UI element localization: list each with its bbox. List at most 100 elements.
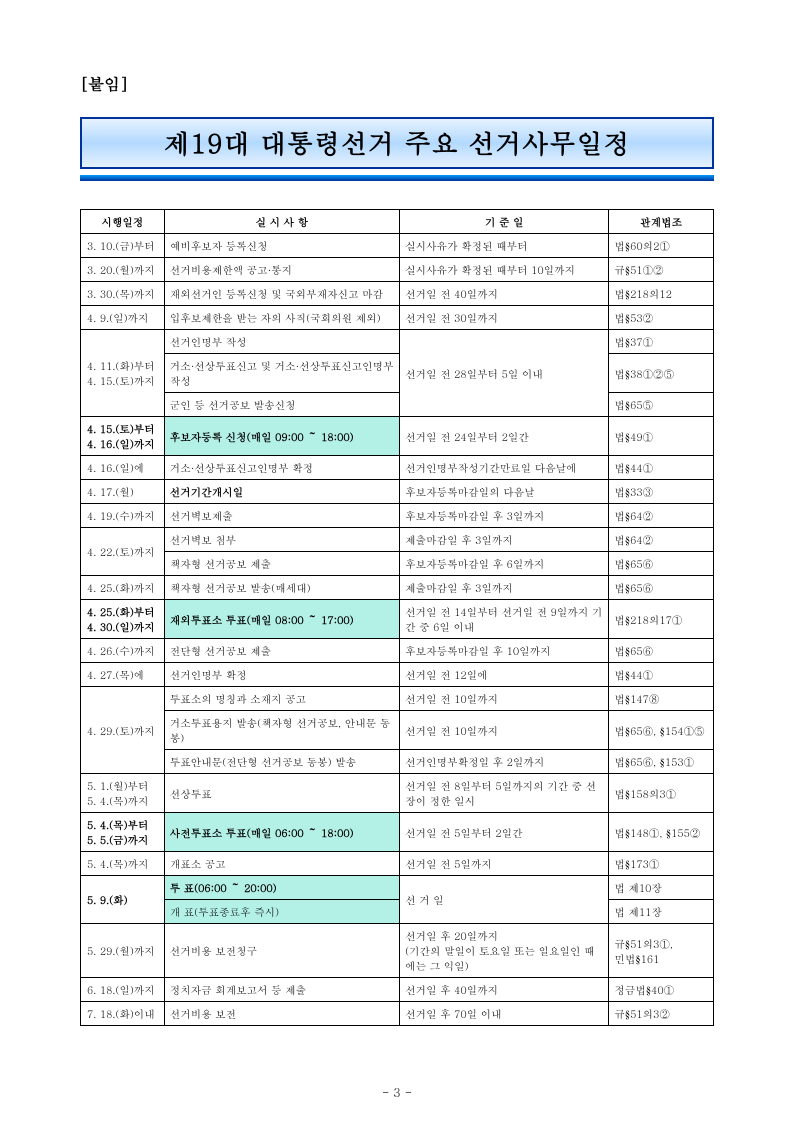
table-row: 개 표(투표종료후 즉시)법 제11장: [81, 900, 714, 924]
cell-action: 예비후보자 등록신청: [164, 234, 399, 258]
cell-base: 선거일 전 5일부터 2일간: [400, 813, 609, 852]
cell-law: 법§65⑥: [609, 552, 714, 576]
table-row: 4. 26.(수)까지전단형 선거공보 제출후보자등록마감일 후 10일까지법§…: [81, 639, 714, 663]
cell-law: 법§65⑥, §154①⑤: [609, 711, 714, 750]
cell-date: 4. 29.(토)까지: [81, 687, 165, 774]
cell-date: 4. 19.(수)까지: [81, 504, 165, 528]
cell-action: 선거비용 보전청구: [164, 924, 399, 978]
table-row: 3. 10.(금)부터예비후보자 등록신청실시사유가 확정된 때부터법§60의2…: [81, 234, 714, 258]
cell-action: 거소투표용지 발송(책자형 선거공보, 안내문 동봉): [164, 711, 399, 750]
cell-law: 법§147⑧: [609, 687, 714, 711]
cell-date: 4. 15.(토)부터4. 16.(일)까지: [81, 417, 165, 456]
table-row: 4. 25.(화)까지책자형 선거공보 발송(매세대)제출마감일 후 3일까지법…: [81, 576, 714, 600]
cell-base: 선거일 전 28일부터 5일 이내: [400, 330, 609, 417]
cell-base: 선거일 전 12일에: [400, 663, 609, 687]
cell-base: 선거일 전 40일까지: [400, 282, 609, 306]
cell-action: 정치자금 회계보고서 등 제출: [164, 978, 399, 1002]
cell-base: 선거일 전 30일까지: [400, 306, 609, 330]
cell-action: 투 표(06:00 ～ 20:00): [164, 876, 399, 900]
cell-date: 4. 25.(화)까지: [81, 576, 165, 600]
cell-base: 선거인명부작성기간만료일 다음날에: [400, 456, 609, 480]
table-row: 4. 9.(일)까지입후보제한을 받는 자의 사직(국회의원 제외)선거일 전 …: [81, 306, 714, 330]
cell-date: 5. 4.(목)까지: [81, 852, 165, 876]
cell-law: 규§51의3②: [609, 1002, 714, 1026]
table-row: 4. 16.(일)에거소·선상투표신고인명부 확정선거인명부작성기간만료일 다음…: [81, 456, 714, 480]
cell-date: 4. 16.(일)에: [81, 456, 165, 480]
cell-law: 법§33③: [609, 480, 714, 504]
cell-date: 4. 17.(월): [81, 480, 165, 504]
cell-action: 재외선거인 등록신청 및 국외부재자신고 마감: [164, 282, 399, 306]
cell-action: 재외투표소 투표(매일 08:00 ～ 17:00): [164, 600, 399, 639]
cell-date: 4. 9.(일)까지: [81, 306, 165, 330]
th-date: 시행일정: [81, 210, 165, 234]
cell-action: 후보자등록 신청(매일 09:00 ～ 18:00): [164, 417, 399, 456]
cell-action: 선거인명부 작성: [164, 330, 399, 354]
cell-base: 제출마감일 후 3일까지: [400, 576, 609, 600]
table-row: 투표안내문(전단형 선거공보 동봉) 발송선거인명부확정일 후 2일까지법§65…: [81, 750, 714, 774]
cell-base: 선거일 전 8일부터 5일까지의 기간 중 선장이 정한 일시: [400, 774, 609, 813]
cell-law: 법§60의2①: [609, 234, 714, 258]
cell-law: 정금법§40①: [609, 978, 714, 1002]
cell-law: 법§64②: [609, 504, 714, 528]
th-base: 기 준 일: [400, 210, 609, 234]
cell-base: 선거일 전 14일부터 선거일 전 9일까지 기간 중 6일 이내: [400, 600, 609, 639]
table-row: 4. 27.(목)에선거인명부 확정선거일 전 12일에법§44①: [81, 663, 714, 687]
th-action: 실 시 사 항: [164, 210, 399, 234]
table-row: 5. 4.(목)부터5. 5.(금)까지사전투표소 투표(매일 06:00 ～ …: [81, 813, 714, 852]
cell-law: 법§65⑤: [609, 393, 714, 417]
cell-law: 법§218의17①: [609, 600, 714, 639]
table-row: 4. 22.(토)까지선거벽보 첨부제출마감일 후 3일까지법§64②: [81, 528, 714, 552]
cell-law: 법 제10장: [609, 876, 714, 900]
cell-law: 법 제11장: [609, 900, 714, 924]
cell-base: 선거일 전 24일부터 2일간: [400, 417, 609, 456]
table-row: 3. 30.(목)까지재외선거인 등록신청 및 국외부재자신고 마감선거일 전 …: [81, 282, 714, 306]
table-row: 거소투표용지 발송(책자형 선거공보, 안내문 동봉)선거일 전 10일까지법§…: [81, 711, 714, 750]
cell-date: 4. 25.(화)부터4. 30.(일)까지: [81, 600, 165, 639]
cell-law: 법§158의3①: [609, 774, 714, 813]
cell-base: 후보자등록마감일 후 3일까지: [400, 504, 609, 528]
th-law: 관계법조: [609, 210, 714, 234]
cell-date: 5. 4.(목)부터5. 5.(금)까지: [81, 813, 165, 852]
cell-date: 3. 20.(월)까지: [81, 258, 165, 282]
cell-law: 법§44①: [609, 456, 714, 480]
table-row: 7. 18.(화)이내선거비용 보전선거일 후 70일 이내규§51의3②: [81, 1002, 714, 1026]
banner-rule: [80, 175, 714, 181]
cell-action: 투표소의 명칭과 소재지 공고: [164, 687, 399, 711]
cell-law: 규§51①②: [609, 258, 714, 282]
cell-law: 법§49①: [609, 417, 714, 456]
cell-law: 규§51의3①,민법§161: [609, 924, 714, 978]
page-number: - 3 -: [0, 1084, 794, 1101]
cell-action: 사전투표소 투표(매일 06:00 ～ 18:00): [164, 813, 399, 852]
cell-base: 선 거 일: [400, 876, 609, 924]
cell-law: 법§53②: [609, 306, 714, 330]
cell-law: 법§65⑥: [609, 576, 714, 600]
cell-action: 거소·선상투표신고 및 거소·선상투표신고인명부 작성: [164, 354, 399, 393]
cell-law: 법§65⑥, §153①: [609, 750, 714, 774]
cell-base: 선거일 전 10일까지: [400, 711, 609, 750]
cell-base: 선거일 후 20일까지(기간의 말일이 토요일 또는 일요일인 때에는 그 익일…: [400, 924, 609, 978]
cell-action: 책자형 선거공보 발송(매세대): [164, 576, 399, 600]
table-row: 책자형 선거공보 제출후보자등록마감일 후 6일까지법§65⑥: [81, 552, 714, 576]
title-banner: 제19대 대통령선거 주요 선거사무일정: [80, 117, 714, 169]
cell-base: 후보자등록마감일의 다음날: [400, 480, 609, 504]
table-row: 6. 18.(일)까지정치자금 회계보고서 등 제출선거일 후 40일까지정금법…: [81, 978, 714, 1002]
cell-base: 선거일 후 70일 이내: [400, 1002, 609, 1026]
cell-action: 선거비용제한액 공고·통지: [164, 258, 399, 282]
table-row: 거소·선상투표신고 및 거소·선상투표신고인명부 작성법§38①②⑤: [81, 354, 714, 393]
cell-action: 책자형 선거공보 제출: [164, 552, 399, 576]
table-row: 5. 4.(목)까지개표소 공고선거일 전 5일까지법§173①: [81, 852, 714, 876]
cell-base: 실시사유가 확정된 때부터: [400, 234, 609, 258]
cell-action: 군인 등 선거공보 발송신청: [164, 393, 399, 417]
cell-action: 투표안내문(전단형 선거공보 동봉) 발송: [164, 750, 399, 774]
attachment-label: [붙임]: [80, 72, 714, 95]
cell-base: 선거일 전 10일까지: [400, 687, 609, 711]
cell-law: 법§64②: [609, 528, 714, 552]
cell-date: 3. 30.(목)까지: [81, 282, 165, 306]
table-row: 4. 17.(월)선거기간개시일후보자등록마감일의 다음날법§33③: [81, 480, 714, 504]
cell-date: 5. 1.(월)부터5. 4.(목)까지: [81, 774, 165, 813]
cell-date: 6. 18.(일)까지: [81, 978, 165, 1002]
table-row: 4. 19.(수)까지선거벽보제출후보자등록마감일 후 3일까지법§64②: [81, 504, 714, 528]
cell-action: 거소·선상투표신고인명부 확정: [164, 456, 399, 480]
schedule-table: 시행일정 실 시 사 항 기 준 일 관계법조 3. 10.(금)부터예비후보자…: [80, 209, 714, 1026]
cell-action: 선거비용 보전: [164, 1002, 399, 1026]
